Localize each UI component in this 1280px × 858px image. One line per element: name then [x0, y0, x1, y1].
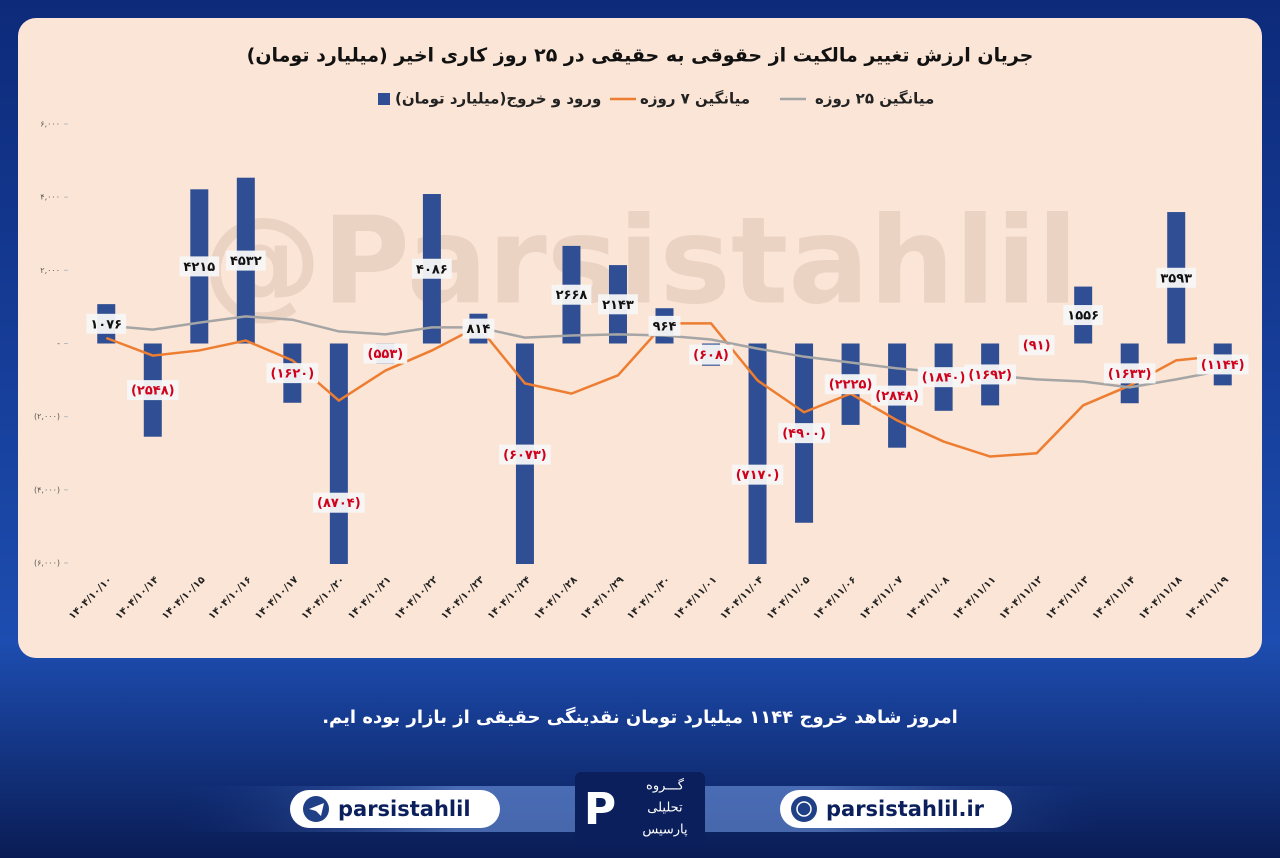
data-label: ۳۵۹۳	[1160, 271, 1192, 286]
caption: امروز شاهد خروج ۱۱۴۴ میلیارد تومان نقدین…	[322, 706, 958, 728]
data-label: (۸۷۰۴)	[317, 496, 361, 511]
logo-text: پارسیس	[642, 823, 688, 838]
data-label-box	[1063, 305, 1104, 326]
data-label: ۴۵۳۲	[230, 254, 262, 269]
telegram-glyph	[309, 803, 324, 816]
telegram-handle: parsistahlil	[338, 797, 471, 821]
data-label-box	[225, 250, 266, 271]
website-url: parsistahlil.ir	[826, 797, 985, 821]
data-label-box	[363, 343, 408, 364]
data-label: ۴۲۱۵	[183, 260, 215, 275]
y-tick-label: ۲,۰۰۰	[40, 266, 60, 275]
y-tick-label: (۶,۰۰۰)	[34, 559, 60, 568]
data-label-box	[824, 374, 877, 395]
legend-swatch	[378, 93, 390, 105]
data-label-box	[551, 284, 592, 305]
y-tick-label: -	[57, 339, 60, 348]
data-label: ۲۱۴۳	[602, 298, 634, 313]
data-label: (۴۹۰۰)	[782, 427, 826, 442]
legend-label: ورود و خروج(میلیارد تومان)	[395, 90, 601, 108]
data-label-box	[689, 344, 733, 365]
data-label: (۱۶۳۳)	[1108, 367, 1152, 382]
data-label-box	[1196, 354, 1249, 375]
data-label-box	[1018, 335, 1055, 356]
data-label-box	[1156, 267, 1197, 288]
data-label: ۹۶۴	[653, 319, 677, 334]
data-label-box	[266, 363, 319, 384]
logo-text: تحلیلی	[647, 801, 683, 816]
data-label-box	[499, 444, 551, 465]
data-label: (۱۶۲۰)	[271, 367, 315, 382]
data-label: ۸۱۴	[467, 322, 491, 337]
data-label-box	[598, 294, 638, 315]
data-label-box	[1103, 363, 1156, 384]
data-label: (۹۱)	[1023, 339, 1051, 354]
bar	[748, 343, 767, 564]
telegram-pill	[290, 790, 500, 828]
data-label: ۴۰۸۶	[416, 262, 448, 277]
y-tick-label: (۲,۰۰۰)	[34, 412, 60, 421]
data-label-box	[126, 380, 179, 401]
y-tick-label: (۴,۰۰۰)	[34, 485, 60, 494]
data-label-box	[871, 385, 923, 406]
data-label-box	[648, 315, 681, 336]
data-label-box	[412, 258, 452, 279]
data-label: (۵۵۳)	[368, 347, 404, 362]
globe-glyph	[796, 801, 812, 817]
data-label: ۱۵۵۶	[1067, 309, 1099, 324]
watermark: @Parsistahlil	[202, 193, 1078, 332]
globe-icon	[791, 796, 817, 822]
data-label: (۱۱۴۴)	[1201, 358, 1245, 373]
data-label-box	[179, 256, 220, 277]
data-label-box	[313, 492, 365, 513]
data-label-box	[731, 464, 784, 485]
data-label: (۱۸۴۰)	[922, 371, 966, 386]
chart-title: جریان ارزش تغییر مالکیت از حقوقی به حقیق…	[247, 45, 1034, 67]
data-label: (۲۵۴۸)	[131, 384, 175, 399]
data-label-box	[86, 313, 127, 334]
data-label-box	[778, 423, 830, 444]
legend-label: میانگین ۷ روزه	[640, 90, 750, 108]
data-label: (۲۲۲۵)	[829, 378, 873, 393]
legend-label: میانگین ۲۵ روزه	[815, 90, 934, 108]
website-pill	[780, 790, 1012, 828]
y-tick-label: ۶,۰۰۰	[40, 120, 60, 129]
data-label-box	[462, 318, 495, 339]
logo-text: گـــروه	[646, 778, 685, 794]
plot	[97, 177, 1232, 564]
data-label: ۱۰۷۶	[90, 317, 122, 332]
data-label: ۲۶۶۸	[556, 288, 588, 303]
data-label: (۲۸۴۸)	[875, 389, 919, 404]
data-label: (۷۱۷۰)	[736, 468, 780, 483]
data-label-box	[917, 367, 970, 388]
y-tick-label: ۴,۰۰۰	[40, 193, 60, 202]
logo-mark: P	[584, 784, 616, 835]
data-label-box	[964, 364, 1016, 385]
data-label: (۶۰۸)	[693, 348, 729, 363]
logo-box	[575, 772, 705, 846]
data-label: (۱۶۹۲)	[968, 368, 1012, 383]
data-label: (۶۰۷۳)	[503, 448, 547, 463]
